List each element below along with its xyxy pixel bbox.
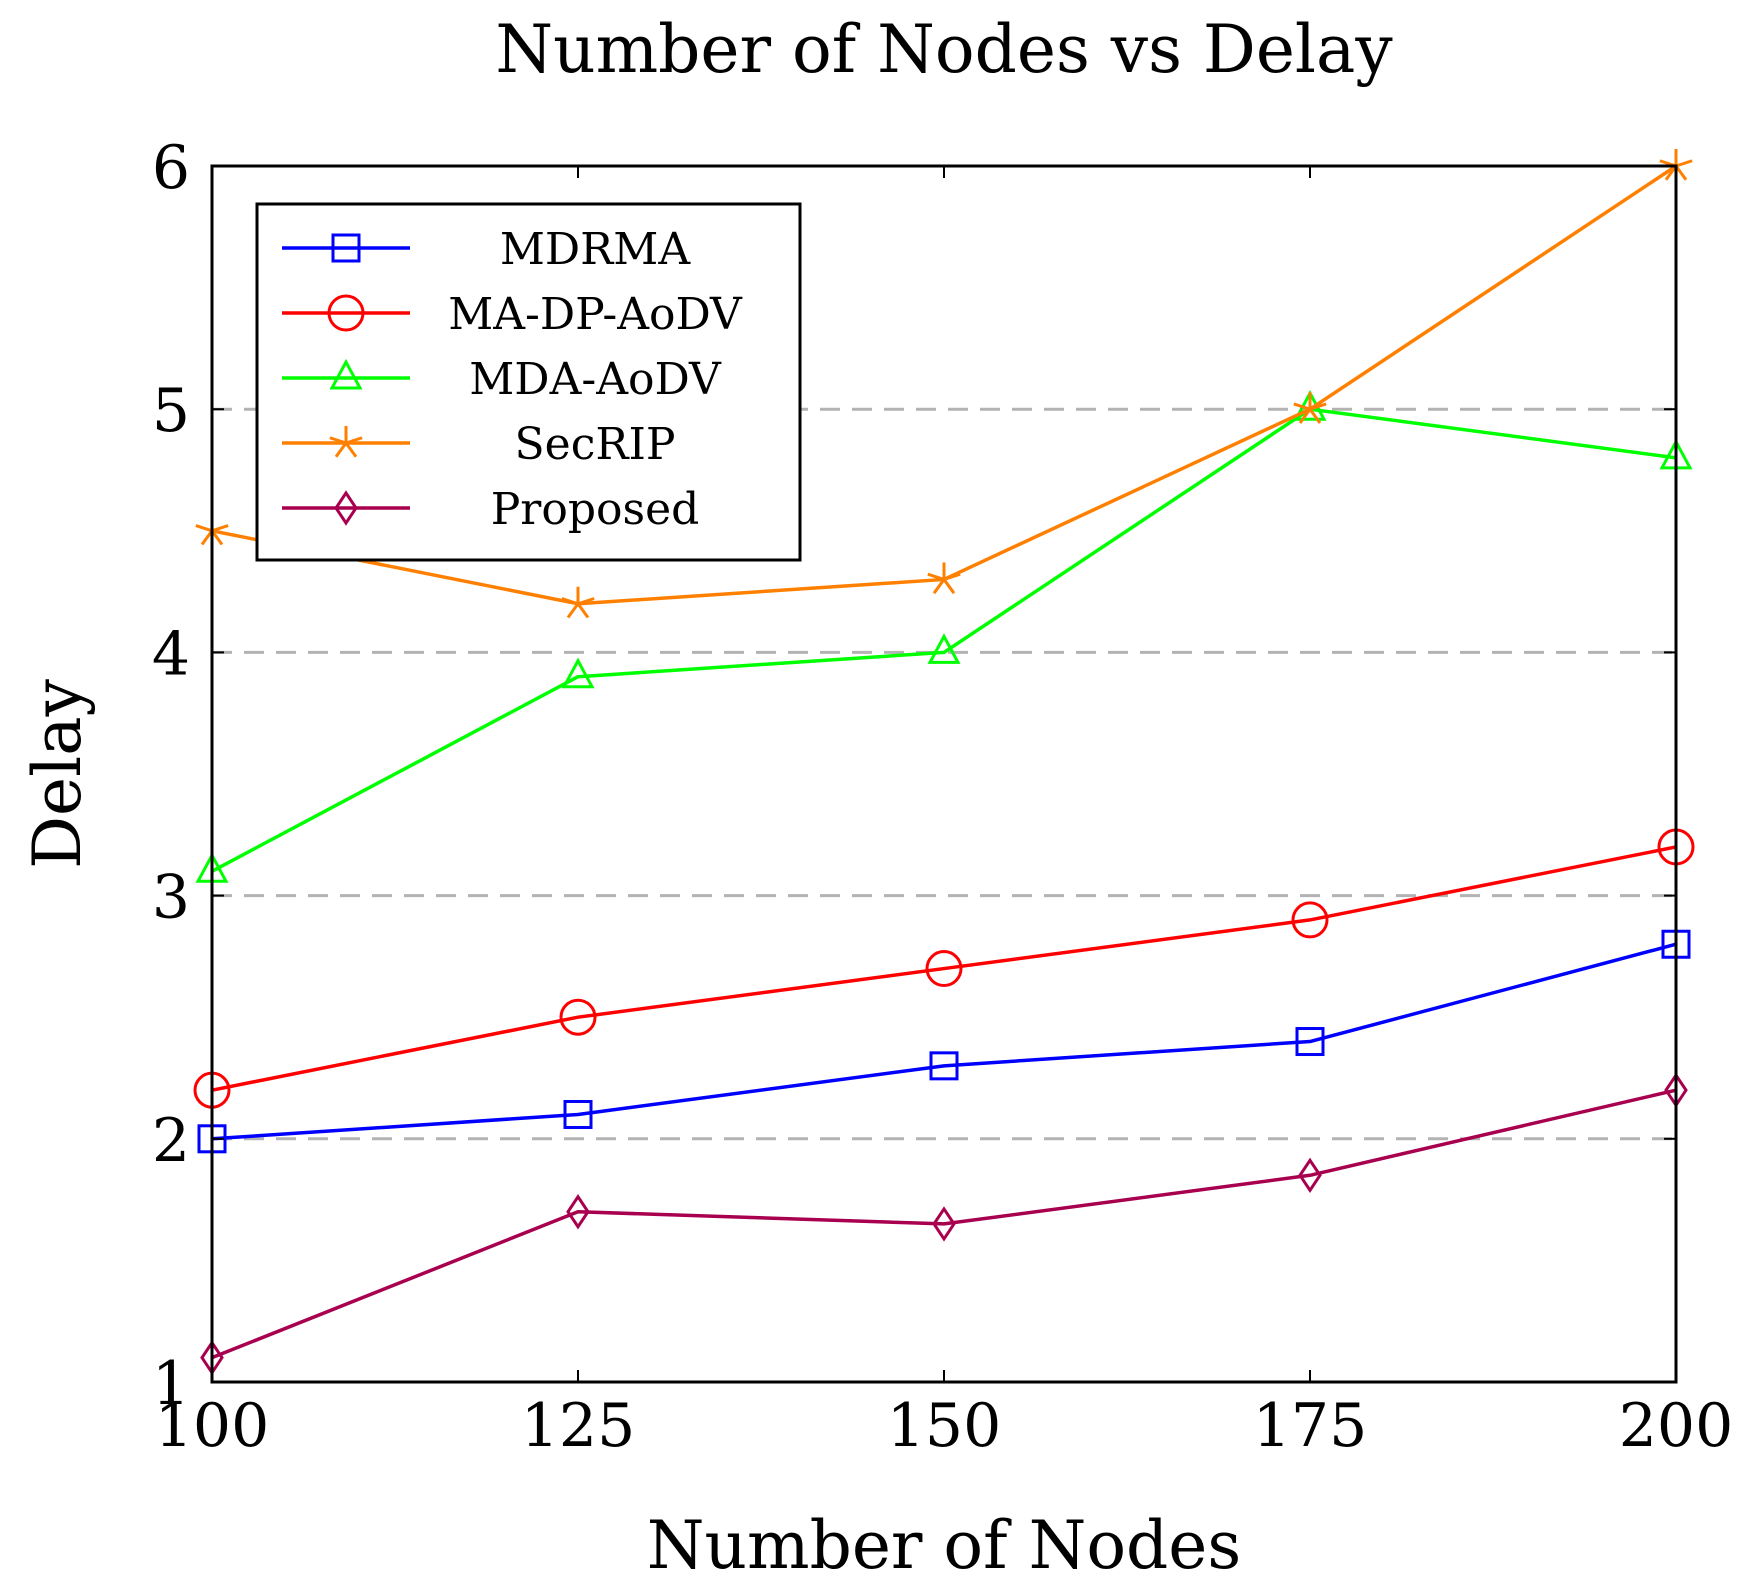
legend-item-mdrma: MDRMA <box>282 224 691 275</box>
star-arm <box>1298 408 1312 424</box>
star-arm <box>566 602 580 619</box>
data-point-proposed <box>1298 1157 1322 1193</box>
star-arm <box>211 524 229 533</box>
star-arm <box>344 442 358 458</box>
y-tick-label: 6 <box>152 133 190 203</box>
legend-label: SecRIP <box>515 419 676 470</box>
star-arm <box>200 529 214 546</box>
data-point-ma-dp-aodv <box>925 950 963 988</box>
y-tick-label: 5 <box>152 376 190 446</box>
series-line-ma-dp-aodv <box>211 845 1677 1092</box>
legend-label: MDRMA <box>500 224 692 275</box>
star-arm <box>942 578 956 595</box>
x-tick-label: 100 <box>155 1391 270 1461</box>
y-tick-label: 3 <box>152 863 190 933</box>
star-arm <box>943 572 961 581</box>
data-point-proposed <box>566 1194 590 1230</box>
star-arm <box>1664 165 1678 181</box>
legend-marker-proposed <box>334 490 358 526</box>
legend-item-proposed: Proposed <box>282 484 699 535</box>
star-arm <box>1674 165 1688 181</box>
star-arm <box>210 529 224 546</box>
x-axis-label: Number of Nodes <box>647 1507 1241 1583</box>
star-arm <box>1309 402 1327 411</box>
data-point-ma-dp-aodv <box>559 998 597 1036</box>
series-mdrma <box>197 929 1691 1154</box>
star-arm <box>1308 408 1322 424</box>
y-axis-label: Delay <box>19 678 96 868</box>
star-arm <box>577 597 595 606</box>
star-arm <box>927 572 945 581</box>
legend-marker-secrip <box>329 426 363 458</box>
data-point-secrip <box>561 586 595 619</box>
legend-box <box>255 202 802 562</box>
series-proposed <box>200 1072 1688 1376</box>
data-point-secrip <box>927 562 961 595</box>
series-line-mda-aodv <box>211 407 1677 873</box>
legend-item-mda-aodv: MDA-AoDV <box>282 354 722 405</box>
legend-item-ma-dp-aodv: MA-DP-AoDV <box>282 289 743 340</box>
data-point-mda-aodv <box>561 657 595 689</box>
legend-item-secrip: SecRIP <box>282 419 675 470</box>
x-tick-label: 150 <box>887 1391 1002 1461</box>
star-arm <box>345 436 363 445</box>
axis-ticks: 100 125 150 175 200 1 2 3 4 5 6 <box>152 133 1733 1461</box>
legend-marker-mda-aodv <box>329 358 363 390</box>
star-arm <box>334 442 348 458</box>
data-point-secrip <box>1293 392 1327 424</box>
star-arm <box>195 524 213 533</box>
data-point-mdrma <box>1295 1027 1325 1057</box>
y-tick-label: 2 <box>152 1106 190 1176</box>
data-point-proposed <box>932 1206 956 1242</box>
legend-label: Proposed <box>491 484 700 535</box>
star-arm <box>1293 402 1311 411</box>
star-arm <box>561 597 579 606</box>
data-point-mdrma <box>563 1099 593 1129</box>
star-arm <box>932 578 946 595</box>
legend-label: MA-DP-AoDV <box>448 289 743 340</box>
legend-label: MDA-AoDV <box>469 354 722 405</box>
series-line-proposed <box>211 1088 1677 1360</box>
data-point-ma-dp-aodv <box>1291 901 1329 939</box>
y-tick-label: 1 <box>152 1349 190 1419</box>
data-point-mda-aodv <box>927 633 961 664</box>
x-tick-label: 125 <box>521 1391 636 1461</box>
star-arm <box>1675 159 1693 168</box>
star-arm <box>576 602 590 619</box>
star-arm <box>329 436 347 445</box>
x-tick-label: 200 <box>1619 1391 1734 1461</box>
series-secrip <box>195 149 1693 619</box>
chart-title: Number of Nodes vs Delay <box>495 11 1393 88</box>
legend-marker-ma-dp-aodv <box>327 294 365 332</box>
y-tick-label: 4 <box>152 619 190 689</box>
legend: MDRMA MA-DP-AoDV MDA-AoDV SecRIP Proposed <box>255 202 802 562</box>
legend-marker-mdrma <box>331 233 361 263</box>
x-tick-label: 175 <box>1253 1391 1368 1461</box>
data-point-secrip <box>195 513 229 546</box>
series-line-mdrma <box>211 942 1677 1141</box>
data-point-mdrma <box>929 1051 959 1081</box>
